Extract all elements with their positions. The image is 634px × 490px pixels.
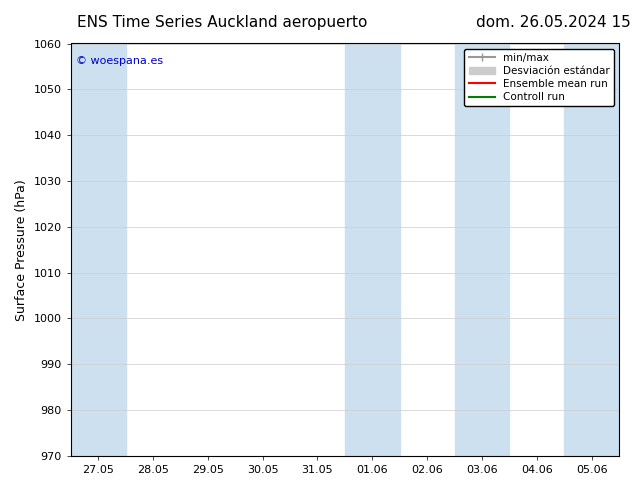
Legend: min/max, Desviación estándar, Ensemble mean run, Controll run: min/max, Desviación estándar, Ensemble m…: [464, 49, 614, 106]
Bar: [71, 44, 126, 456]
Bar: [564, 44, 619, 456]
Text: ENS Time Series Auckland aeropuerto: ENS Time Series Auckland aeropuerto: [77, 15, 367, 30]
Bar: [345, 44, 399, 456]
Bar: [455, 44, 509, 456]
Text: dom. 26.05.2024 15 UTC: dom. 26.05.2024 15 UTC: [476, 15, 634, 30]
Text: © woespana.es: © woespana.es: [76, 56, 164, 66]
Y-axis label: Surface Pressure (hPa): Surface Pressure (hPa): [15, 179, 28, 320]
